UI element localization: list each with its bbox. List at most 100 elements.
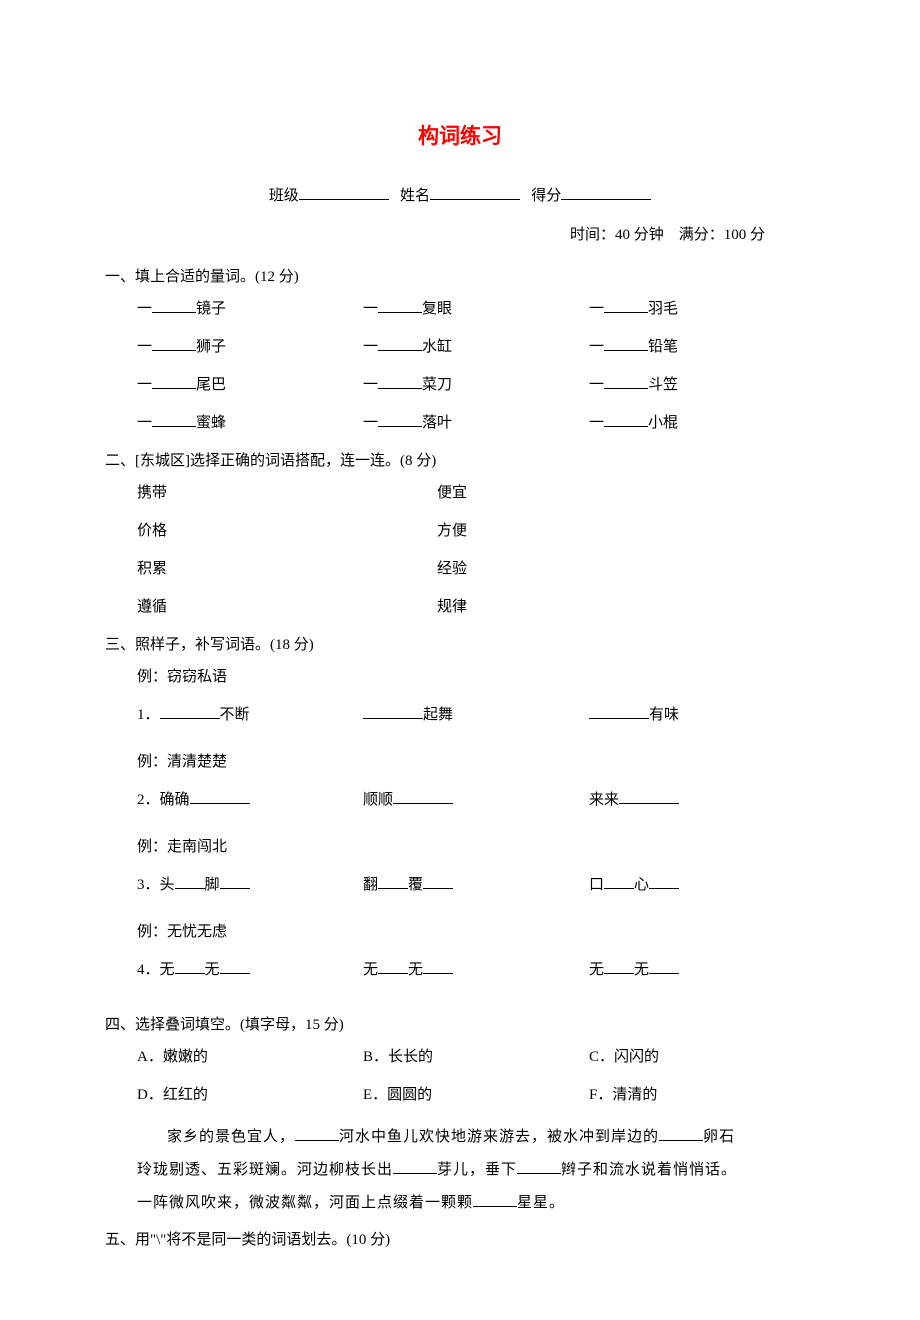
word-part: 不断 <box>220 707 250 723</box>
fill-blank[interactable] <box>619 790 679 804</box>
fill-blank[interactable] <box>649 875 679 889</box>
fill-blank[interactable] <box>190 790 250 804</box>
noun-text: 落叶 <box>422 415 452 431</box>
fill-blank[interactable] <box>604 413 648 427</box>
word-item: 口心 <box>589 873 815 897</box>
word-part: 确确 <box>160 792 190 808</box>
word-item: 无无 <box>589 958 815 982</box>
noun-text: 尾巴 <box>196 377 226 393</box>
fill-blank[interactable] <box>378 337 422 351</box>
fill-blank[interactable] <box>517 1160 561 1174</box>
match-right-word: 规律 <box>437 595 815 619</box>
word-item: 翻覆 <box>363 873 589 897</box>
section-4-passage: 家乡的景色宜人，河水中鱼儿欢快地游来游去，被水冲到岸边的卵石 玲珑剔透、五彩斑斓… <box>105 1121 815 1220</box>
fill-blank[interactable] <box>604 299 648 313</box>
score-blank[interactable] <box>561 184 651 200</box>
word-part: 来来 <box>589 792 619 808</box>
prefix-text: 一 <box>363 339 378 355</box>
item-number: 1． <box>137 707 160 723</box>
section-4-heading: 四、选择叠词填空。(填字母，15 分) <box>105 1013 815 1037</box>
match-left-word: 积累 <box>137 557 437 581</box>
fill-blank[interactable] <box>604 875 634 889</box>
student-info-line: 班级 姓名 得分 <box>105 184 815 208</box>
fill-blank[interactable] <box>152 299 196 313</box>
fill-blank[interactable] <box>393 790 453 804</box>
passage-text: 辫子和流水说着悄悄话。 <box>561 1162 737 1178</box>
word-item: 起舞 <box>363 703 589 727</box>
word-part: 无 <box>160 962 175 978</box>
word-part: 头 <box>160 877 175 893</box>
class-blank[interactable] <box>299 184 389 200</box>
time-label: 时间： <box>570 227 615 243</box>
fill-blank[interactable] <box>220 960 250 974</box>
answer-row: 3．头脚翻覆口心 <box>137 873 815 897</box>
fill-blank[interactable] <box>363 705 423 719</box>
fill-blank[interactable] <box>152 337 196 351</box>
word-part: 口 <box>589 877 604 893</box>
fill-blank[interactable] <box>160 705 220 719</box>
noun-text: 复眼 <box>422 301 452 317</box>
passage-text: 星星。 <box>517 1195 565 1211</box>
prefix-text: 一 <box>363 415 378 431</box>
prefix-text: 一 <box>589 415 604 431</box>
score-label: 得分 <box>531 188 561 204</box>
worksheet-title: 构词练习 <box>105 120 815 154</box>
fill-blank[interactable] <box>423 960 453 974</box>
fill-blank[interactable] <box>589 705 649 719</box>
example-line: 例：走南闯北 <box>137 835 815 859</box>
fill-blank[interactable] <box>378 299 422 313</box>
fill-blank[interactable] <box>295 1127 339 1141</box>
word-part: 无 <box>634 962 649 978</box>
word-part: 起舞 <box>423 707 453 723</box>
section-4-options: A．嫩嫩的B．长长的C．闪闪的D．红红的E．圆圆的F．清清的 <box>105 1045 815 1107</box>
fill-blank[interactable] <box>378 875 408 889</box>
fill-blank[interactable] <box>473 1193 517 1207</box>
fill-blank[interactable] <box>604 375 648 389</box>
option-item: B．长长的 <box>363 1045 589 1069</box>
section-2-heading: 二、[东城区]选择正确的词语搭配，连一连。(8 分) <box>105 449 815 473</box>
fill-blank[interactable] <box>152 375 196 389</box>
prefix-text: 一 <box>363 377 378 393</box>
passage-text: 一阵微风吹来，微波粼粼，河面上点缀着一颗颗 <box>137 1195 473 1211</box>
time-value: 40 分钟 <box>615 227 664 243</box>
word-item: 来来 <box>589 788 815 812</box>
noun-text: 小棍 <box>648 415 678 431</box>
fill-blank[interactable] <box>378 375 422 389</box>
word-part: 无 <box>408 962 423 978</box>
fill-blank[interactable] <box>175 960 205 974</box>
example-label: 例： <box>137 924 167 940</box>
answer-row: 4．无无无无无无 <box>137 958 815 982</box>
noun-text: 羽毛 <box>648 301 678 317</box>
word-part: 有味 <box>649 707 679 723</box>
fill-blank[interactable] <box>604 337 648 351</box>
prefix-text: 一 <box>137 301 152 317</box>
fill-blank[interactable] <box>378 960 408 974</box>
fill-blank[interactable] <box>604 960 634 974</box>
passage-text: 芽儿，垂下 <box>437 1162 517 1178</box>
fill-blank[interactable] <box>220 875 250 889</box>
noun-text: 蜜蜂 <box>196 415 226 431</box>
fill-blank[interactable] <box>175 875 205 889</box>
example-label: 例： <box>137 839 167 855</box>
fill-blank[interactable] <box>423 875 453 889</box>
example-text: 无忧无虑 <box>167 924 227 940</box>
noun-text: 菜刀 <box>422 377 452 393</box>
fill-blank[interactable] <box>659 1127 703 1141</box>
fill-blank[interactable] <box>152 413 196 427</box>
example-text: 清清楚楚 <box>167 754 227 770</box>
fill-blank[interactable] <box>378 413 422 427</box>
word-part: 无 <box>205 962 220 978</box>
word-item: 1． 不断 <box>137 703 363 727</box>
fill-blank[interactable] <box>393 1160 437 1174</box>
noun-text: 水缸 <box>422 339 452 355</box>
match-left-word: 遵循 <box>137 595 437 619</box>
name-blank[interactable] <box>430 184 520 200</box>
class-label: 班级 <box>269 188 299 204</box>
word-item: 无无 <box>363 958 589 982</box>
prefix-text: 一 <box>589 377 604 393</box>
passage-text: 卵石 <box>703 1129 735 1145</box>
measure-word-item: 一蜜蜂 <box>137 411 363 435</box>
match-right-word: 方便 <box>437 519 815 543</box>
fill-blank[interactable] <box>649 960 679 974</box>
word-part: 无 <box>363 962 378 978</box>
